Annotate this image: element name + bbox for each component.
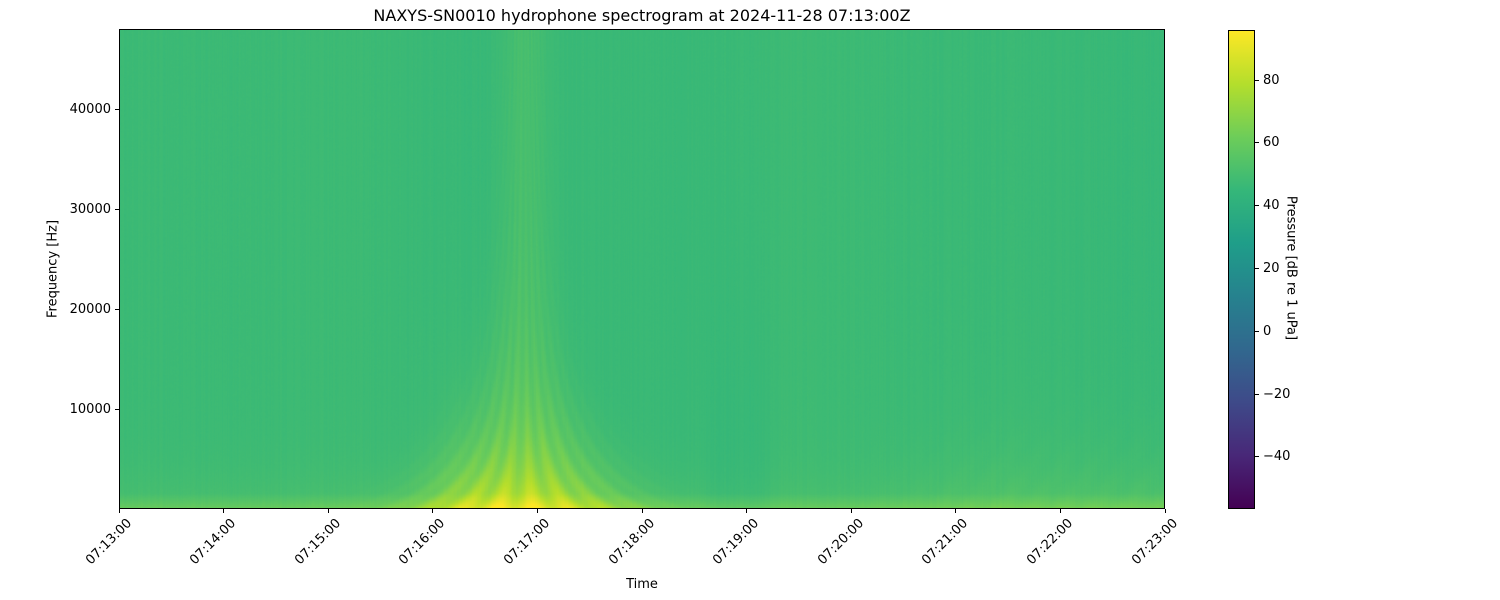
x-tick-mark	[327, 509, 329, 513]
y-tick-mark	[115, 108, 119, 110]
chart-title: NAXYS-SN0010 hydrophone spectrogram at 2…	[373, 6, 911, 25]
y-tick-mark	[115, 408, 119, 410]
colorbar-tick-label: 40	[1263, 198, 1280, 214]
x-tick-label: 07:13:00	[82, 516, 135, 568]
x-tick-mark	[641, 509, 643, 513]
colorbar-tick-label: 60	[1263, 135, 1280, 151]
colorbar-tick-label: 0	[1263, 323, 1272, 339]
plot-area	[119, 29, 1165, 509]
colorbar-tick-mark	[1255, 330, 1259, 332]
x-tick-mark	[1164, 509, 1166, 513]
x-tick-label: 07:16:00	[396, 516, 449, 568]
x-axis-label: Time	[626, 577, 658, 592]
y-tick-label: 40000	[69, 101, 111, 117]
y-axis-label: Frequency [Hz]	[45, 219, 61, 319]
colorbar-tick-label: 80	[1263, 72, 1280, 88]
x-tick-label: 07:19:00	[710, 516, 763, 568]
x-tick-mark	[955, 509, 957, 513]
colorbar-label: Pressure [dB re 1 uPa]	[1283, 195, 1299, 341]
x-tick-label: 07:17:00	[501, 516, 554, 568]
x-tick-label: 07:22:00	[1024, 516, 1077, 568]
y-tick-label: 20000	[69, 301, 111, 317]
x-tick-label: 07:14:00	[187, 516, 240, 568]
x-tick-mark	[118, 509, 120, 513]
x-tick-mark	[536, 509, 538, 513]
y-tick-label: 10000	[69, 401, 111, 417]
x-tick-mark	[432, 509, 434, 513]
colorbar-tick-mark	[1255, 79, 1259, 81]
x-tick-label: 07:23:00	[1128, 516, 1181, 568]
x-tick-label: 07:15:00	[291, 516, 344, 568]
colorbar	[1228, 30, 1255, 509]
colorbar-tick-label: 20	[1263, 261, 1280, 276]
colorbar-tick-mark	[1255, 456, 1259, 458]
x-tick-mark	[850, 509, 852, 513]
colorbar-tick-mark	[1255, 268, 1259, 269]
colorbar-tick-label: −20	[1263, 386, 1291, 402]
x-tick-label: 07:18:00	[605, 516, 658, 568]
colorbar-tick-mark	[1255, 393, 1259, 395]
colorbar-tick-mark	[1255, 142, 1259, 144]
y-tick-mark	[115, 308, 119, 310]
y-tick-label: 30000	[69, 201, 111, 217]
colorbar-tick-label: −40	[1263, 449, 1291, 465]
colorbar-tick-mark	[1255, 205, 1259, 207]
x-tick-mark	[1059, 509, 1061, 513]
x-tick-mark	[223, 509, 225, 513]
x-tick-label: 07:21:00	[919, 516, 972, 568]
y-tick-mark	[115, 208, 119, 210]
x-tick-mark	[746, 509, 748, 513]
spectrogram-canvas	[120, 30, 1164, 508]
x-tick-label: 07:20:00	[814, 516, 867, 568]
